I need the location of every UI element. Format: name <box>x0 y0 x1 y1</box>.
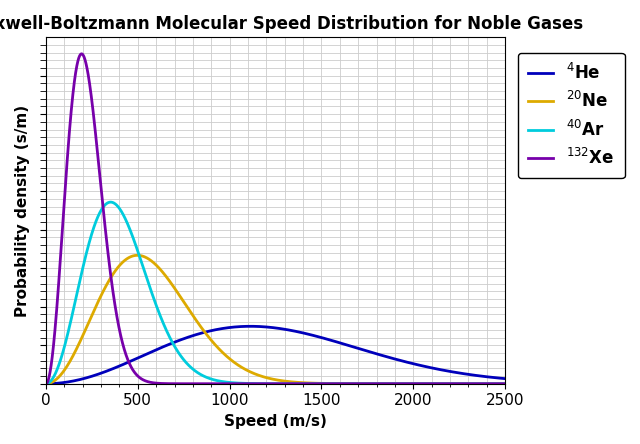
Title: Maxwell-Boltzmann Molecular Speed Distribution for Noble Gases: Maxwell-Boltzmann Molecular Speed Distri… <box>0 15 584 33</box>
$^{40}$Ar <box>385 381 392 386</box>
Y-axis label: Probability density (s/m): Probability density (s/m) <box>15 104 30 317</box>
Line: $^{4}$He: $^{4}$He <box>46 326 505 384</box>
$^{20}$Ne <box>218 349 225 354</box>
$^{20}$Ne <box>341 381 349 386</box>
Legend: $^{4}$He, $^{20}$Ne, $^{40}$Ar, $^{132}$Xe: $^{4}$He, $^{20}$Ne, $^{40}$Ar, $^{132}$… <box>518 52 625 178</box>
$^{40}$Ar <box>125 226 133 231</box>
$^{4}$He <box>317 335 325 340</box>
$^{4}$He <box>246 324 254 329</box>
$^{20}$Ne <box>42 381 50 386</box>
$^{40}$Ar <box>317 381 325 386</box>
$^{132}$Xe <box>501 381 509 386</box>
$^{132}$Xe <box>420 381 428 386</box>
$^{132}$Xe <box>125 361 133 366</box>
$^{40}$Ar <box>42 381 50 386</box>
$^{4}$He <box>501 376 509 381</box>
Line: $^{40}$Ar: $^{40}$Ar <box>46 202 505 384</box>
$^{40}$Ar <box>501 381 509 386</box>
$^{132}$Xe <box>218 381 225 386</box>
$^{132}$Xe <box>385 381 392 386</box>
$^{132}$Xe <box>341 381 349 386</box>
$^{20}$Ne <box>125 255 133 260</box>
$^{4}$He <box>125 359 133 365</box>
$^{20}$Ne <box>420 381 428 386</box>
Line: $^{20}$Ne: $^{20}$Ne <box>46 255 505 384</box>
$^{40}$Ar <box>218 379 225 384</box>
$^{4}$He <box>218 326 225 331</box>
$^{20}$Ne <box>134 253 141 258</box>
$^{132}$Xe <box>317 381 325 386</box>
X-axis label: Speed (m/s): Speed (m/s) <box>224 414 327 429</box>
$^{40}$Ar <box>420 381 428 386</box>
$^{4}$He <box>420 364 428 369</box>
$^{20}$Ne <box>317 381 325 386</box>
$^{40}$Ar <box>341 381 349 386</box>
$^{4}$He <box>385 355 392 360</box>
$^{4}$He <box>42 381 50 386</box>
$^{132}$Xe <box>42 381 50 386</box>
$^{40}$Ar <box>107 199 115 205</box>
$^{132}$Xe <box>78 51 86 56</box>
$^{20}$Ne <box>501 381 509 386</box>
$^{4}$He <box>341 341 349 347</box>
Line: $^{132}$Xe: $^{132}$Xe <box>46 54 505 384</box>
$^{20}$Ne <box>385 381 392 386</box>
